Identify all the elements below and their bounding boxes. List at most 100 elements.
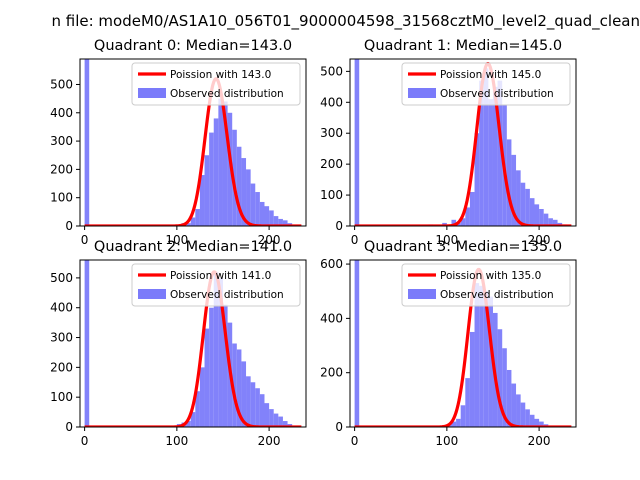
histogram-bar bbox=[222, 304, 228, 427]
histogram-bar bbox=[269, 210, 274, 226]
histogram-bar bbox=[199, 367, 205, 427]
histogram-bar bbox=[520, 402, 526, 427]
histogram-bar bbox=[488, 296, 493, 427]
histogram-bar bbox=[451, 421, 457, 427]
histogram-bar bbox=[255, 388, 260, 427]
histogram-bar bbox=[84, 260, 90, 427]
legend-observed-handle bbox=[408, 289, 436, 299]
histogram-bar bbox=[474, 133, 480, 226]
histogram-bar bbox=[273, 413, 279, 427]
y-tick-label: 0 bbox=[65, 219, 73, 233]
histogram-bar bbox=[497, 80, 503, 226]
legend-poisson-label: Poission with 141.0 bbox=[170, 270, 271, 282]
histogram-bar bbox=[451, 219, 457, 226]
axes-frame bbox=[79, 259, 307, 428]
y-tick-label: 400 bbox=[50, 106, 73, 120]
axes-frame bbox=[349, 58, 577, 227]
y-tick-label: 600 bbox=[320, 257, 343, 271]
histogram-bar bbox=[516, 170, 521, 226]
histogram-bar bbox=[246, 169, 251, 226]
y-tick-label: 200 bbox=[320, 157, 343, 171]
histogram-bar bbox=[469, 191, 475, 226]
histogram-bar bbox=[190, 412, 196, 427]
legend-box bbox=[131, 62, 301, 106]
histogram-bar bbox=[213, 118, 219, 226]
histogram-bar bbox=[236, 146, 242, 226]
histogram-bar bbox=[543, 213, 549, 226]
histogram-bar bbox=[539, 421, 544, 427]
histogram-bar bbox=[516, 394, 521, 427]
panel-quadrant-2: Quadrant 2: Median=141.0 Poission with 1… bbox=[50, 239, 307, 448]
y-tick-label: 200 bbox=[320, 366, 343, 380]
histogram-bar bbox=[269, 409, 274, 427]
histogram-bar bbox=[195, 391, 200, 427]
histogram-bar bbox=[209, 132, 214, 226]
x-tick-label: 100 bbox=[165, 233, 188, 247]
y-tick-label: 500 bbox=[320, 64, 343, 78]
histogram-bar bbox=[539, 208, 544, 226]
figure-suptitle: n file: modeM0/AS1A10_056T01_9000004598_… bbox=[51, 12, 640, 31]
panel-title: Quadrant 1: Median=145.0 bbox=[364, 38, 562, 54]
y-tick-label: 100 bbox=[320, 188, 343, 202]
plot-area bbox=[353, 260, 573, 427]
histogram-bar bbox=[282, 220, 288, 226]
x-tick-label: 100 bbox=[165, 434, 188, 448]
y-tick-label: 100 bbox=[50, 191, 73, 205]
y-tick-label: 500 bbox=[50, 77, 73, 91]
y-tick-label: 0 bbox=[335, 420, 343, 434]
histogram-bar bbox=[474, 283, 480, 427]
histogram-bar bbox=[354, 59, 360, 226]
histogram-bar bbox=[273, 216, 279, 226]
y-tick-label: 300 bbox=[50, 134, 73, 148]
x-tick-label: 0 bbox=[351, 233, 359, 247]
histogram-bar bbox=[218, 98, 223, 226]
panel-title: Quadrant 0: Median=143.0 bbox=[94, 38, 292, 54]
histogram-bar bbox=[525, 188, 530, 226]
histogram-bar bbox=[209, 307, 214, 427]
legend-observed-label: Observed distribution bbox=[440, 88, 554, 100]
legend-box bbox=[131, 263, 301, 307]
legend-observed-handle bbox=[408, 88, 436, 98]
histogram-bar bbox=[227, 112, 233, 226]
histogram-bar bbox=[190, 217, 196, 226]
histogram-bar bbox=[465, 378, 470, 427]
histogram-bar bbox=[520, 182, 526, 226]
histogram-bar bbox=[264, 206, 270, 226]
x-tick-label: 0 bbox=[81, 434, 89, 448]
histogram-bar bbox=[218, 277, 223, 427]
x-tick-label: 0 bbox=[351, 434, 359, 448]
histogram-bar bbox=[255, 192, 260, 226]
y-tick-label: 400 bbox=[320, 311, 343, 325]
histogram-bar bbox=[511, 383, 517, 427]
histogram-bar bbox=[506, 139, 512, 226]
panel-quadrant-1: Quadrant 1: Median=145.0 Poission with 1… bbox=[320, 38, 577, 247]
x-tick-label: 0 bbox=[81, 233, 89, 247]
histogram-bar bbox=[232, 343, 237, 427]
histogram-bar bbox=[204, 328, 210, 427]
y-tick-label: 400 bbox=[50, 301, 73, 315]
x-tick-label: 200 bbox=[258, 434, 281, 448]
histogram-bar bbox=[488, 99, 493, 226]
histogram-bar bbox=[204, 155, 210, 226]
histogram-bar bbox=[241, 158, 247, 226]
histogram-bar bbox=[195, 209, 200, 226]
histogram-bar bbox=[259, 394, 265, 427]
legend-observed-label: Observed distribution bbox=[170, 88, 284, 100]
histogram-bar bbox=[483, 68, 489, 226]
y-tick-label: 200 bbox=[50, 162, 73, 176]
histogram-bar bbox=[497, 329, 503, 427]
histogram-bar bbox=[354, 260, 360, 427]
panel-quadrant-3: Quadrant 3: Median=135.0 Poission with 1… bbox=[320, 239, 577, 448]
histogram-bar bbox=[465, 207, 470, 226]
y-tick-label: 0 bbox=[65, 420, 73, 434]
histogram-bar bbox=[460, 218, 466, 226]
histogram-bar bbox=[552, 219, 558, 226]
histogram-bar bbox=[483, 291, 489, 427]
histogram-bar bbox=[534, 418, 540, 427]
legend-observed-handle bbox=[138, 289, 166, 299]
y-tick-label: 400 bbox=[320, 95, 343, 109]
histogram-bar bbox=[511, 154, 517, 226]
y-tick-label: 300 bbox=[320, 126, 343, 140]
histogram-bar bbox=[548, 218, 553, 226]
histogram-bar bbox=[222, 101, 228, 226]
